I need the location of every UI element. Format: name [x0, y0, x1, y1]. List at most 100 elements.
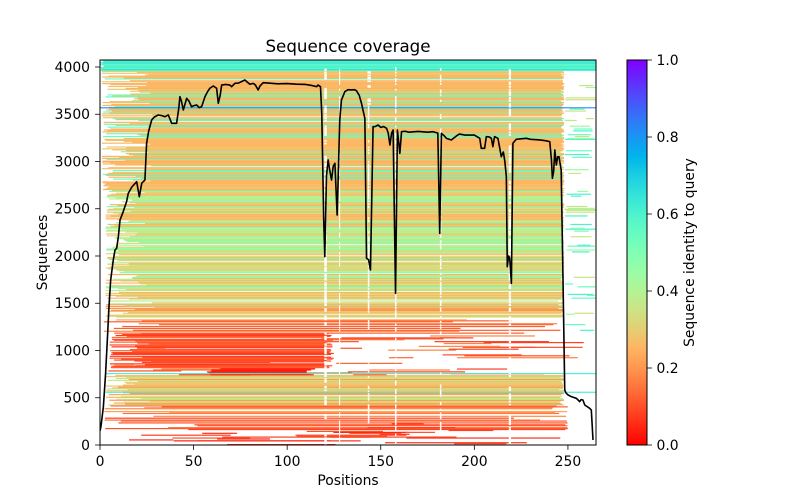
gap-column-segment	[439, 364, 442, 366]
alignment-segment	[128, 378, 564, 381]
gap-column-segment	[339, 336, 341, 341]
gap-column-segment	[508, 112, 512, 117]
alignment-segment	[112, 170, 561, 172]
alignment-segment	[126, 382, 563, 384]
gap-column-segment	[324, 348, 327, 352]
gap-column-segment	[394, 172, 397, 176]
gap-column-segment	[439, 82, 442, 85]
alignment-segment	[133, 329, 561, 331]
alignment-segment	[103, 135, 562, 138]
gap-column-segment	[339, 395, 341, 400]
alignment-segment	[211, 370, 307, 372]
y-axis-label: Sequences	[35, 215, 51, 291]
gap-column-segment	[508, 323, 512, 326]
alignment-segment	[115, 238, 563, 240]
alignment-segment	[146, 170, 561, 173]
highlight-alignment-line	[105, 373, 596, 375]
gap-column-segment	[339, 73, 341, 77]
gap-column-segment	[367, 164, 370, 169]
gap-column-segment	[508, 221, 512, 224]
alignment-segment	[141, 320, 512, 322]
alignment-segment	[462, 346, 583, 348]
alignment-segment	[116, 269, 563, 271]
alignment-segment	[137, 86, 564, 89]
gap-column-segment	[367, 160, 370, 163]
alignment-segment	[110, 84, 564, 86]
gap-column-segment	[339, 294, 341, 298]
gap-column-segment	[339, 81, 341, 85]
gap-column-segment	[367, 398, 370, 401]
gap-column-segment	[339, 297, 341, 301]
gap-column-segment	[324, 366, 327, 369]
alignment-segment	[566, 150, 592, 152]
gap-column-segment	[367, 196, 370, 200]
alignment-segment	[574, 230, 589, 232]
alignment-segment	[570, 195, 582, 197]
alignment-segment	[137, 380, 562, 382]
gap-column-segment	[367, 340, 370, 344]
alignment-segment	[104, 410, 568, 413]
gap-column-segment	[439, 316, 442, 318]
alignment-segment	[107, 297, 561, 299]
alignment-segment	[574, 135, 590, 138]
gap-column-segment	[367, 368, 370, 373]
alignment-segment	[567, 293, 594, 295]
gap-column-segment	[394, 359, 397, 363]
gap-column-segment	[324, 434, 327, 437]
alignment-segment	[123, 401, 560, 403]
alignment-segment	[101, 168, 563, 170]
x-tick-label: 200	[461, 454, 488, 470]
gap-column-segment	[339, 102, 341, 105]
alignment-segment	[124, 159, 564, 161]
colorbar-axis: 0.0 0.2 0.4 0.6 0.8 1.0	[647, 53, 679, 454]
gap-column-segment	[439, 307, 442, 309]
x-tick-label: 100	[274, 454, 301, 470]
gap-column-segment	[339, 412, 341, 414]
alignment-segment	[106, 390, 564, 392]
alignment-segment	[154, 307, 564, 309]
gap-column-segment	[508, 291, 512, 295]
gap-column-segment	[367, 124, 370, 126]
alignment-segment	[211, 369, 312, 371]
alignment-segment	[128, 262, 565, 264]
gap-column-segment	[439, 393, 442, 397]
gap-column-segment	[339, 339, 341, 343]
gap-column-segment	[394, 323, 397, 326]
gap-column-segment	[339, 437, 341, 440]
gap-column-segment	[367, 203, 370, 205]
alignment-segment	[144, 407, 553, 409]
gap-column-segment	[439, 302, 442, 307]
alignment-segment	[105, 96, 563, 98]
alignment-segment	[391, 423, 424, 425]
alignment-segment	[161, 406, 568, 408]
gap-column-segment	[324, 289, 327, 292]
alignment-segment	[112, 149, 564, 151]
gap-column-segment	[339, 108, 341, 111]
gap-column-segment	[339, 320, 341, 324]
gap-column-segment	[339, 215, 341, 219]
gap-column-segment	[508, 180, 512, 185]
gap-column-segment	[324, 262, 327, 267]
alignment-segment	[110, 215, 563, 217]
alignment-segment	[146, 84, 562, 87]
gap-column-segment	[339, 278, 341, 281]
alignment-segment	[137, 134, 563, 136]
alignment-segment	[139, 91, 565, 93]
alignment-segment	[151, 165, 564, 167]
alignment-segment	[146, 169, 564, 171]
gap-column-segment	[394, 306, 397, 309]
alignment-segment	[106, 229, 563, 231]
alignment-segment	[126, 147, 564, 149]
gap-column-segment	[508, 123, 512, 128]
gap-column-segment	[394, 338, 397, 341]
alignment-segment	[101, 67, 596, 70]
gap-column-segment	[324, 95, 327, 100]
gap-column-segment	[339, 361, 341, 366]
alignment-segment	[149, 400, 561, 402]
gap-column-segment	[367, 278, 370, 282]
gap-column-segment	[324, 127, 327, 131]
gap-column-segment	[324, 389, 327, 392]
gap-column-segment	[439, 67, 442, 71]
gap-column-segment	[324, 125, 327, 128]
